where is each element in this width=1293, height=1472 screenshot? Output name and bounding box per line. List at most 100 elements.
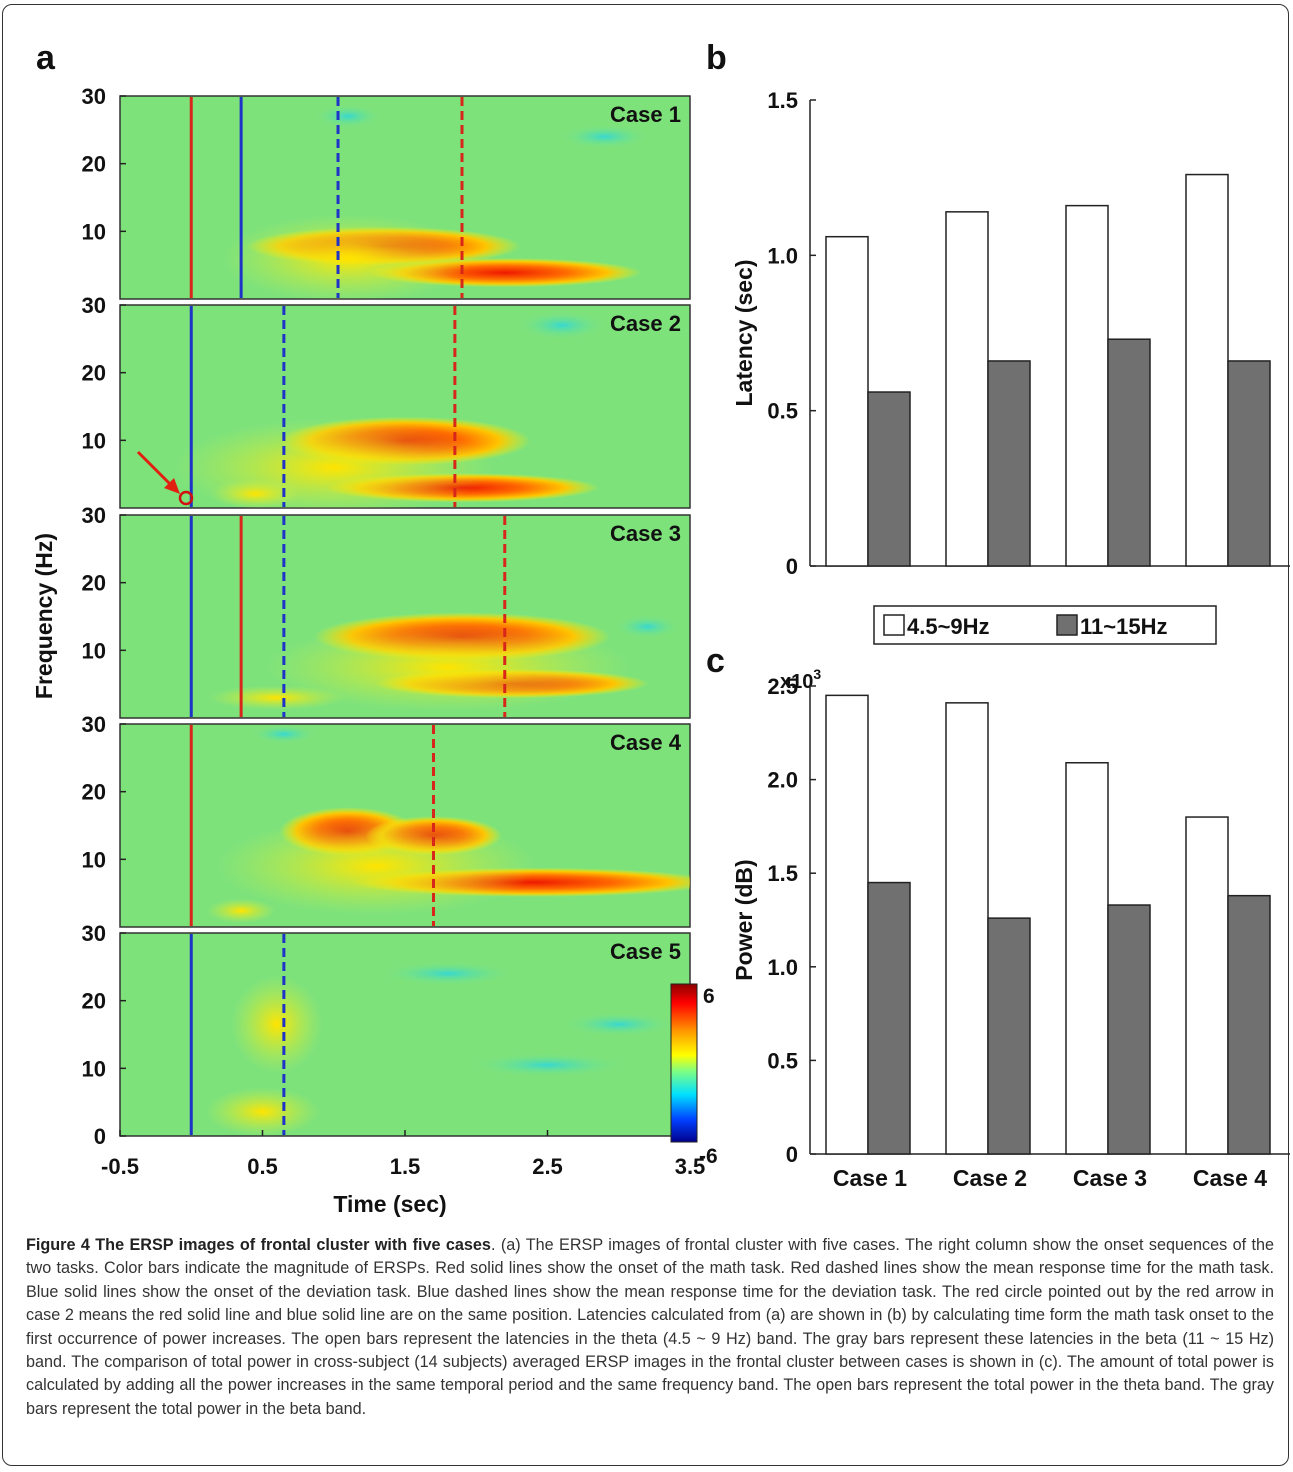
y-tick-label: 1.5 bbox=[767, 88, 798, 113]
colorbar bbox=[670, 983, 698, 1143]
bar-theta bbox=[1065, 204, 1109, 567]
bar-theta bbox=[825, 235, 869, 567]
ersp-power-blobs bbox=[206, 724, 690, 923]
y-tick-label: 30 bbox=[82, 84, 106, 109]
y-tick-label: 10 bbox=[82, 428, 106, 453]
category-label: Case 2 bbox=[953, 1165, 1027, 1191]
panel-label-c: c bbox=[706, 642, 725, 680]
category-label: Case 1 bbox=[833, 1165, 907, 1191]
ersp-blob bbox=[208, 685, 346, 710]
ersp-power-blobs bbox=[174, 310, 608, 508]
y-tick-label: 0.5 bbox=[767, 399, 798, 424]
legend-frame bbox=[873, 605, 1217, 645]
panel-c-multiplier: x103 bbox=[780, 666, 821, 693]
y-tick-label: 0 bbox=[786, 1142, 798, 1167]
caption-body: . (a) The ERSP images of frontal cluster… bbox=[26, 1236, 1274, 1418]
bar-theta bbox=[1185, 173, 1229, 567]
bar-beta bbox=[987, 360, 1031, 567]
y-tick-label: 30 bbox=[82, 921, 106, 946]
panel-label-b: b bbox=[706, 39, 727, 77]
category-label: Case 4 bbox=[1193, 1165, 1267, 1191]
ersp-blob bbox=[561, 1012, 676, 1037]
x-tick-label: -0.5 bbox=[101, 1154, 139, 1179]
y-tick-label: 20 bbox=[82, 989, 106, 1014]
bar-beta bbox=[1107, 338, 1151, 567]
bar-beta bbox=[867, 391, 911, 567]
y-tick-label: 30 bbox=[82, 293, 106, 318]
y-tick-label: 1.0 bbox=[767, 955, 798, 980]
ersp-blob bbox=[613, 614, 682, 639]
ersp-power-blobs bbox=[222, 104, 651, 299]
bar-beta bbox=[867, 881, 911, 1155]
y-tick-label: 10 bbox=[82, 219, 106, 244]
x-tick-label: 0.5 bbox=[247, 1154, 278, 1179]
legend-swatch-theta bbox=[883, 614, 905, 636]
red-arrow-marker bbox=[136, 450, 194, 506]
ersp-blob bbox=[379, 961, 517, 986]
legend-swatch-beta bbox=[1056, 614, 1078, 636]
panel-a-ylabel: Frequency (Hz) bbox=[31, 533, 57, 699]
case-label: Case 2 bbox=[610, 311, 681, 336]
bar-beta bbox=[1227, 360, 1271, 567]
colorbar-min: -6 bbox=[699, 1145, 718, 1168]
y-tick-label: 30 bbox=[82, 503, 106, 528]
figure-4: a b c Case 1 30 20 10 Case 2 30 20 10 Case 3 30 20… bbox=[31, 39, 1290, 1217]
x-tick-label: 2.5 bbox=[532, 1154, 563, 1179]
ersp-blob bbox=[209, 479, 301, 508]
x-tick-label: 1.5 bbox=[390, 1154, 421, 1179]
ersp-blob bbox=[231, 975, 323, 1074]
bar-theta bbox=[1185, 816, 1229, 1155]
case-label: Case 3 bbox=[610, 521, 681, 546]
ersp-case-1: Case 1 30 20 10 bbox=[82, 84, 691, 300]
ersp-blob bbox=[467, 1052, 628, 1078]
panel-label-a: a bbox=[36, 39, 56, 77]
ersp-case-5: Case 5 30 20 10 0 bbox=[82, 921, 691, 1149]
y-tick-label: 0 bbox=[94, 1124, 106, 1149]
bar-theta bbox=[945, 702, 989, 1155]
panel-b-latency-chart: Latency (sec) 0 0.5 1.0 1.5 bbox=[731, 88, 1290, 579]
ersp-blob bbox=[249, 724, 319, 744]
ersp-blob bbox=[516, 310, 608, 340]
bar-beta bbox=[1227, 894, 1271, 1155]
colorbar-max: 6 bbox=[703, 985, 715, 1008]
ersp-power-blobs bbox=[208, 612, 682, 712]
y-tick-label: 20 bbox=[82, 571, 106, 596]
ersp-blob bbox=[206, 898, 276, 923]
panel-b-ylabel: Latency (sec) bbox=[731, 259, 757, 406]
y-tick-label: 0.5 bbox=[767, 1048, 798, 1073]
y-tick-label: 2.5 bbox=[767, 674, 798, 699]
bar-beta bbox=[1107, 904, 1151, 1155]
bar-theta bbox=[945, 211, 989, 567]
ersp-blob bbox=[265, 623, 631, 712]
y-tick-label: 0 bbox=[786, 554, 798, 579]
y-tick-label: 30 bbox=[82, 712, 106, 737]
bar-beta bbox=[987, 917, 1031, 1155]
case-label: Case 5 bbox=[610, 939, 681, 964]
bar-theta bbox=[825, 694, 869, 1155]
y-tick-label: 10 bbox=[82, 847, 106, 872]
ersp-blob bbox=[216, 817, 537, 915]
caption-title: Figure 4 The ERSP images of frontal clus… bbox=[26, 1236, 491, 1254]
y-tick-label: 10 bbox=[82, 638, 106, 663]
y-tick-label: 2.0 bbox=[767, 768, 798, 793]
legend: 4.5~9Hz 11~15Hz bbox=[873, 605, 1217, 645]
ersp-blob bbox=[205, 1087, 320, 1136]
panel-c-power-chart: x103 Power (dB) 0 0.5 1.0 1.5 2.0 2.5 Case 1 Ca… bbox=[731, 666, 1290, 1191]
ersp-case-2: Case 2 30 20 10 bbox=[82, 293, 691, 509]
y-tick-label: 20 bbox=[82, 780, 106, 805]
figure-caption: Figure 4 The ERSP images of frontal clus… bbox=[26, 1234, 1274, 1421]
bar-theta bbox=[1065, 762, 1109, 1155]
ersp-case-4: Case 4 30 20 10 bbox=[82, 712, 691, 928]
panel-c-ylabel: Power (dB) bbox=[731, 859, 757, 980]
case-label: Case 4 bbox=[610, 730, 682, 755]
case-label: Case 1 bbox=[610, 102, 681, 127]
ersp-power-blobs bbox=[205, 961, 676, 1136]
legend-label-theta: 4.5~9Hz bbox=[907, 614, 990, 639]
y-tick-label: 20 bbox=[82, 152, 106, 177]
ersp-blob bbox=[313, 104, 383, 129]
y-tick-label: 1.5 bbox=[767, 861, 798, 886]
ersp-blob bbox=[222, 214, 474, 299]
y-tick-label: 10 bbox=[82, 1056, 106, 1081]
ersp-blob bbox=[558, 124, 651, 149]
